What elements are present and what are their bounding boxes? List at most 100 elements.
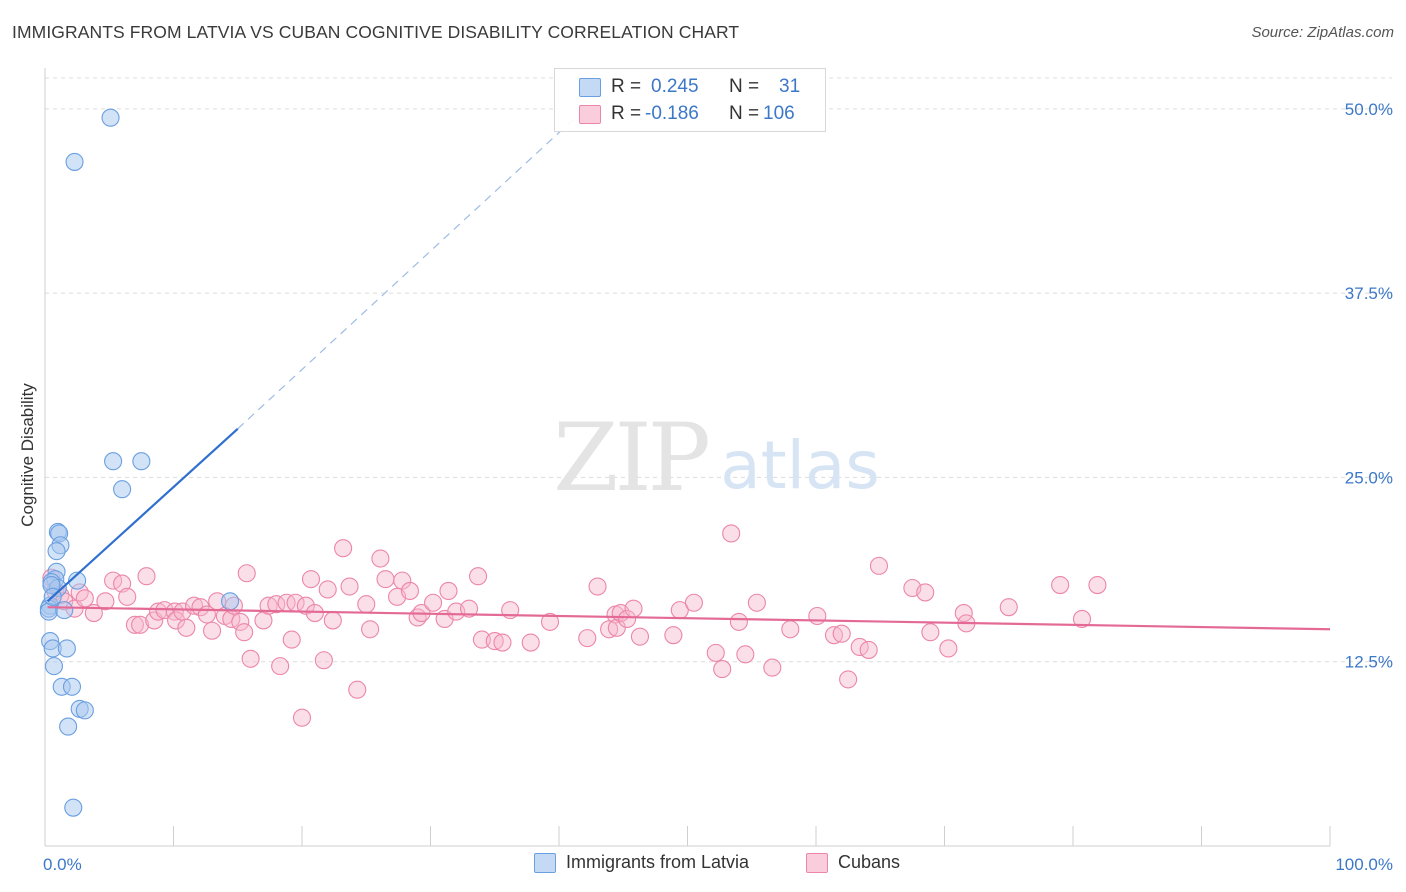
y-tick-label: 25.0%: [1345, 468, 1393, 487]
data-point-cubans: [137, 567, 156, 586]
data-points: [39, 108, 1107, 817]
data-point-cubans: [468, 567, 488, 586]
data-point-cubans: [1051, 576, 1070, 595]
data-point-cubans: [630, 627, 650, 646]
x-tick-label: 100.0%: [1335, 855, 1393, 874]
legend-n-label: N =: [729, 103, 760, 124]
data-point-cubans: [459, 599, 479, 618]
data-point-cubans: [824, 626, 844, 645]
data-point-cubans: [231, 612, 250, 631]
data-point-latvia: [220, 592, 240, 611]
legend-swatch-cubans: [579, 105, 601, 124]
series-legend: Immigrants from Latvia Cubans: [0, 852, 1406, 876]
legend-label-latvia: Immigrants from Latvia: [566, 852, 750, 872]
axes: [44, 68, 1331, 847]
tick-labels: 12.5% 25.0% 37.5% 50.0% 0.0% 100.0%: [43, 100, 1393, 874]
legend-r-label: R =: [611, 76, 642, 97]
data-point-cubans: [340, 577, 359, 596]
data-point-cubans: [393, 571, 412, 590]
data-point-cubans: [305, 604, 324, 623]
data-point-cubans: [729, 612, 748, 631]
data-point-latvia: [44, 657, 64, 676]
trend-line-latvia: [46, 427, 239, 603]
legend-swatch-latvia: [534, 853, 556, 873]
data-point-cubans: [869, 556, 889, 575]
data-point-cubans: [191, 598, 210, 617]
data-point-latvia: [57, 639, 76, 658]
data-point-cubans: [747, 593, 766, 612]
data-point-cubans: [125, 615, 144, 634]
legend-r-label: R =: [611, 103, 642, 124]
legend-label-cubans: Cubans: [838, 852, 901, 872]
legend-row-cubans: R = -0.186 N = 106: [555, 101, 825, 127]
data-point-cubans: [118, 587, 137, 606]
data-point-latvia: [62, 677, 82, 696]
data-point-latvia: [101, 108, 120, 127]
data-point-cubans: [323, 611, 342, 630]
data-point-latvia: [59, 717, 78, 736]
data-point-cubans: [713, 660, 732, 679]
data-point-latvia: [132, 452, 151, 471]
data-point-cubans: [859, 640, 878, 659]
data-point-cubans: [540, 612, 560, 631]
trend-lines: [46, 108, 1331, 631]
data-point-cubans: [839, 670, 858, 689]
data-point-cubans: [618, 609, 637, 629]
data-point-cubans: [999, 598, 1018, 617]
legend-n-value: 106: [763, 103, 795, 124]
data-point-cubans: [241, 649, 260, 668]
data-point-cubans: [235, 623, 254, 642]
source-attribution: Source: ZipAtlas.com: [1251, 24, 1394, 41]
trend-line-cubans: [47, 606, 1331, 631]
trend-line-latvia-extension: [237, 108, 586, 430]
correlation-legend: R = 0.245 N = 31 R = -0.186 N = 106: [554, 68, 826, 132]
data-point-cubans: [808, 606, 827, 626]
data-point-latvia: [65, 152, 84, 171]
data-point-cubans: [400, 581, 419, 600]
data-point-cubans: [75, 589, 94, 608]
data-point-cubans: [1072, 609, 1092, 629]
data-point-cubans: [493, 633, 512, 652]
data-point-cubans: [348, 680, 367, 699]
data-point-cubans: [167, 611, 186, 630]
chart-title: IMMIGRANTS FROM LATVIA VS CUBAN COGNITIV…: [12, 22, 740, 42]
data-point-latvia: [104, 452, 123, 471]
data-point-cubans: [921, 623, 940, 642]
data-point-cubans: [113, 574, 132, 593]
data-point-cubans: [485, 632, 504, 651]
watermark-atlas: atlas: [720, 427, 880, 504]
data-point-cubans: [131, 615, 150, 634]
y-tick-label: 37.5%: [1345, 284, 1393, 303]
data-point-cubans: [301, 570, 321, 589]
data-point-cubans: [521, 633, 540, 652]
data-point-latvia: [75, 701, 94, 720]
legend-r-value: -0.186: [645, 103, 699, 124]
data-point-cubans: [439, 581, 458, 600]
data-point-cubans: [624, 599, 643, 618]
data-point-cubans: [722, 524, 741, 543]
data-point-cubans: [357, 595, 376, 614]
watermark-zip: ZIP: [553, 404, 707, 513]
data-point-cubans: [296, 596, 315, 615]
data-point-cubans: [763, 658, 782, 677]
data-point-latvia: [68, 571, 87, 590]
data-point-cubans: [939, 639, 958, 658]
data-point-cubans: [706, 643, 725, 662]
watermark: ZIP atlas: [553, 404, 880, 513]
data-point-cubans: [203, 621, 222, 640]
data-point-cubans: [96, 592, 115, 611]
y-tick-label: 12.5%: [1345, 653, 1393, 672]
x-tick-label: 0.0%: [43, 855, 82, 874]
legend-r-value: 0.245: [651, 76, 699, 97]
data-point-cubans: [282, 630, 301, 649]
data-point-cubans: [736, 645, 755, 664]
data-point-cubans: [588, 577, 607, 596]
data-point-latvia: [47, 542, 66, 561]
data-point-latvia: [55, 601, 74, 620]
data-point-cubans: [376, 570, 395, 589]
data-point-cubans: [177, 618, 196, 637]
data-point-cubans: [361, 620, 380, 639]
y-tick-label: 50.0%: [1345, 100, 1393, 119]
data-point-cubans: [334, 539, 353, 558]
